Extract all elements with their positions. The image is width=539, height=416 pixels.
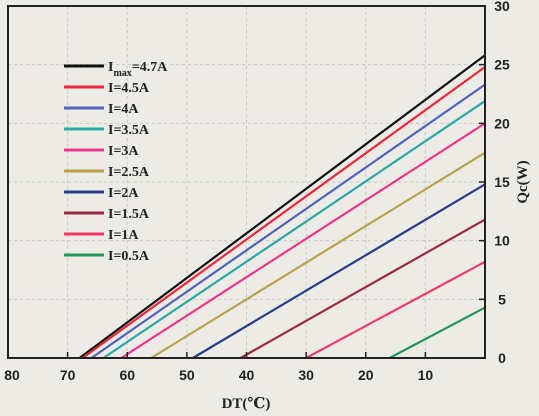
x-tick-label: 60: [119, 367, 135, 383]
y-tick-label: 15: [494, 174, 510, 190]
x-tick-label: 20: [358, 367, 374, 383]
series-line: [305, 260, 486, 359]
series-line: [150, 151, 486, 359]
legend-label: I=2.5A: [108, 165, 150, 180]
series-line: [81, 66, 486, 359]
y-tick-label: 5: [498, 291, 506, 307]
series-line: [389, 306, 486, 359]
x-tick-label: 70: [60, 367, 76, 383]
series-line: [90, 83, 486, 359]
y-tick-label: 20: [494, 115, 510, 131]
legend-label: I=0.5A: [108, 249, 150, 264]
legend-label: I=2A: [108, 186, 139, 201]
series-line: [192, 183, 486, 359]
x-tick-label: 30: [298, 367, 314, 383]
series-line: [120, 122, 486, 359]
y-tick-label: 30: [494, 0, 510, 14]
x-tick-label: 10: [418, 367, 434, 383]
legend-label: I=3A: [108, 144, 139, 159]
legend-label: I=4.5A: [108, 81, 150, 96]
legend-label: I=1.5A: [108, 207, 150, 222]
legend-label: I=4A: [108, 102, 139, 117]
x-tick-label: 80: [4, 367, 20, 383]
x-tick-label: 40: [239, 367, 255, 383]
y-tick-label: 0: [498, 350, 506, 366]
grid-layer: [8, 6, 485, 358]
x-tick-label: 50: [179, 367, 195, 383]
series-line: [78, 54, 486, 359]
series-layer: [78, 54, 486, 359]
y-tick-label: 10: [494, 233, 510, 249]
legend-label: I=3.5A: [108, 123, 150, 138]
series-line: [239, 218, 486, 359]
x-axis-title: DT(℃): [222, 396, 271, 412]
tick-layer: 80 70 60 50 40 30 20 10 0 5 10 15 20 25 30: [4, 0, 510, 383]
y-axis-title: Qc(W): [515, 160, 531, 203]
series-line: [102, 100, 486, 359]
legend-label: I=1A: [108, 228, 139, 243]
legend: Imax=4.7AI=4.5AI=4AI=3.5AI=3AI=2.5AI=2AI…: [64, 60, 168, 264]
y-tick-label: 25: [494, 57, 510, 73]
